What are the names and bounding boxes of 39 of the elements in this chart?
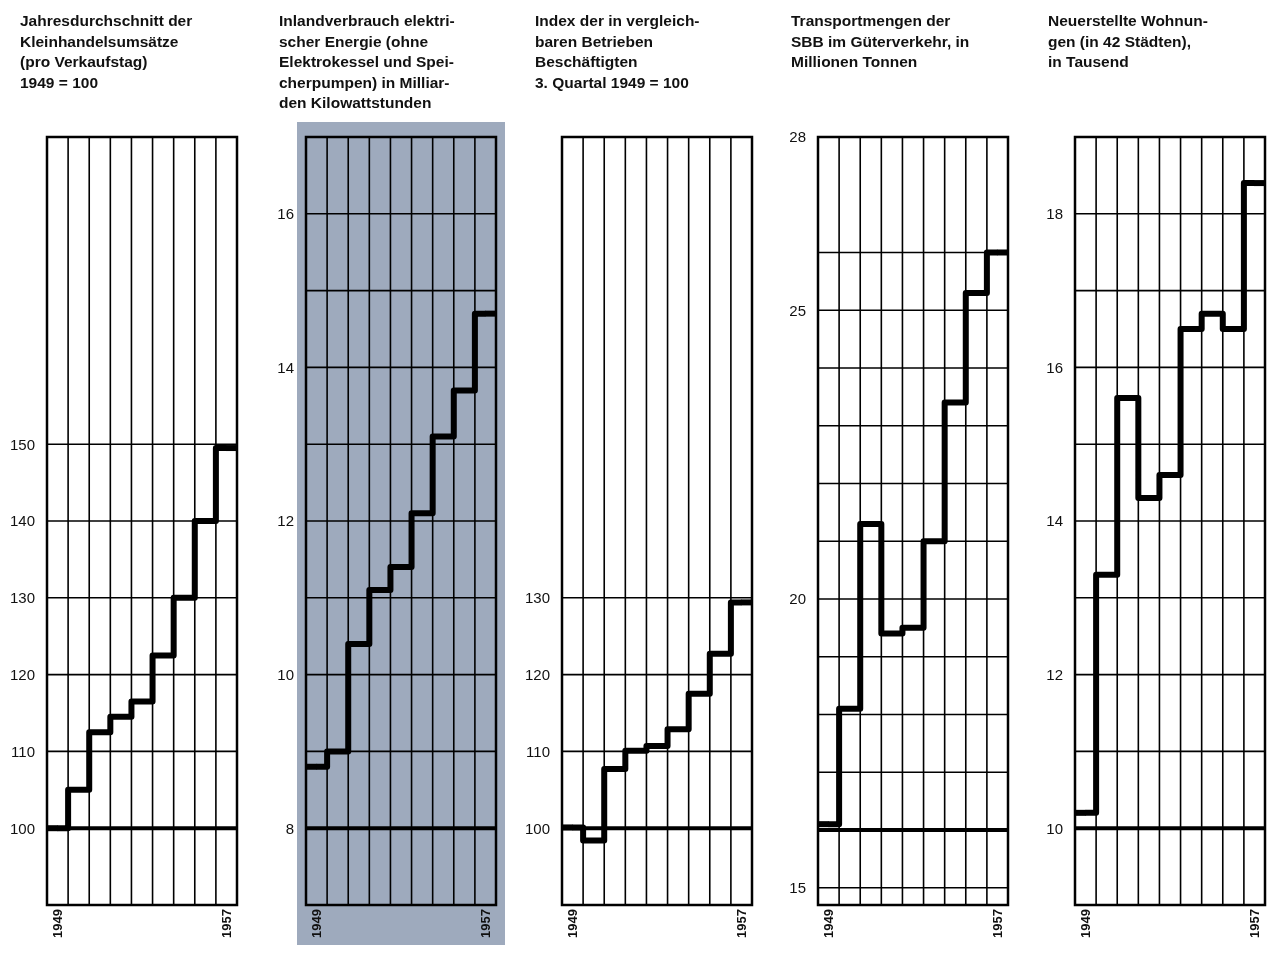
y-tick-label: 130 [524, 589, 550, 607]
y-tick-label: 130 [9, 589, 35, 607]
y-tick-label: 140 [9, 512, 35, 530]
x-tick-label: 1957 [1246, 909, 1262, 938]
y-tick-label: 15 [789, 878, 806, 896]
x-tick-label: 1957 [218, 909, 234, 938]
y-tick-label: 12 [277, 512, 294, 530]
y-tick-label: 8 [285, 819, 294, 837]
y-tick-label: 10 [1046, 819, 1063, 837]
y-tick-label: 110 [11, 742, 35, 760]
y-tick-label: 120 [524, 665, 550, 683]
y-tick-label: 10 [277, 665, 294, 683]
y-tick-label: 20 [789, 590, 806, 608]
chart-title: Neuerstellte Wohnun- gen (in 42 Städten), in Tausend [1048, 12, 1208, 70]
y-tick-label: 110 [526, 742, 550, 760]
y-tick-label: 25 [789, 301, 806, 319]
x-tick-label: 1957 [733, 909, 749, 938]
chart-title: Inlandverbrauch elektri- scher Energie (ohne Elektrokessel und Spei- cherpumpen) in Milliar- den Kilowattstunden [279, 12, 455, 111]
x-tick-label: 1949 [821, 909, 837, 938]
x-tick-label: 1949 [565, 909, 581, 938]
chart-title: Transportmengen der SBB im Güterverkehr, in Millionen Tonnen [791, 12, 970, 70]
y-tick-label: 18 [1046, 205, 1063, 223]
x-tick-label: 1949 [309, 909, 325, 938]
x-tick-label: 1949 [1078, 909, 1094, 938]
y-tick-label: 100 [9, 819, 35, 837]
y-tick-label: 14 [277, 358, 294, 376]
x-tick-label: 1957 [477, 909, 493, 938]
chart-title: Index der in vergleich- baren Betrieben Beschäftigten 3. Quartal 1949 = 100 [535, 12, 700, 91]
y-tick-label: 150 [9, 435, 35, 453]
x-tick-label: 1949 [50, 909, 66, 938]
y-tick-label: 14 [1046, 512, 1063, 530]
y-tick-label: 16 [1046, 358, 1063, 376]
y-tick-label: 120 [9, 665, 35, 683]
y-tick-label: 16 [277, 205, 294, 223]
y-tick-label: 28 [789, 128, 806, 146]
y-tick-label: 12 [1046, 665, 1063, 683]
y-tick-label: 100 [524, 819, 550, 837]
chart-title: Jahresdurchschnitt der Kleinhandelsumsätze (pro Verkaufstag) 1949 = 100 [20, 12, 193, 91]
x-tick-label: 1957 [989, 909, 1005, 938]
